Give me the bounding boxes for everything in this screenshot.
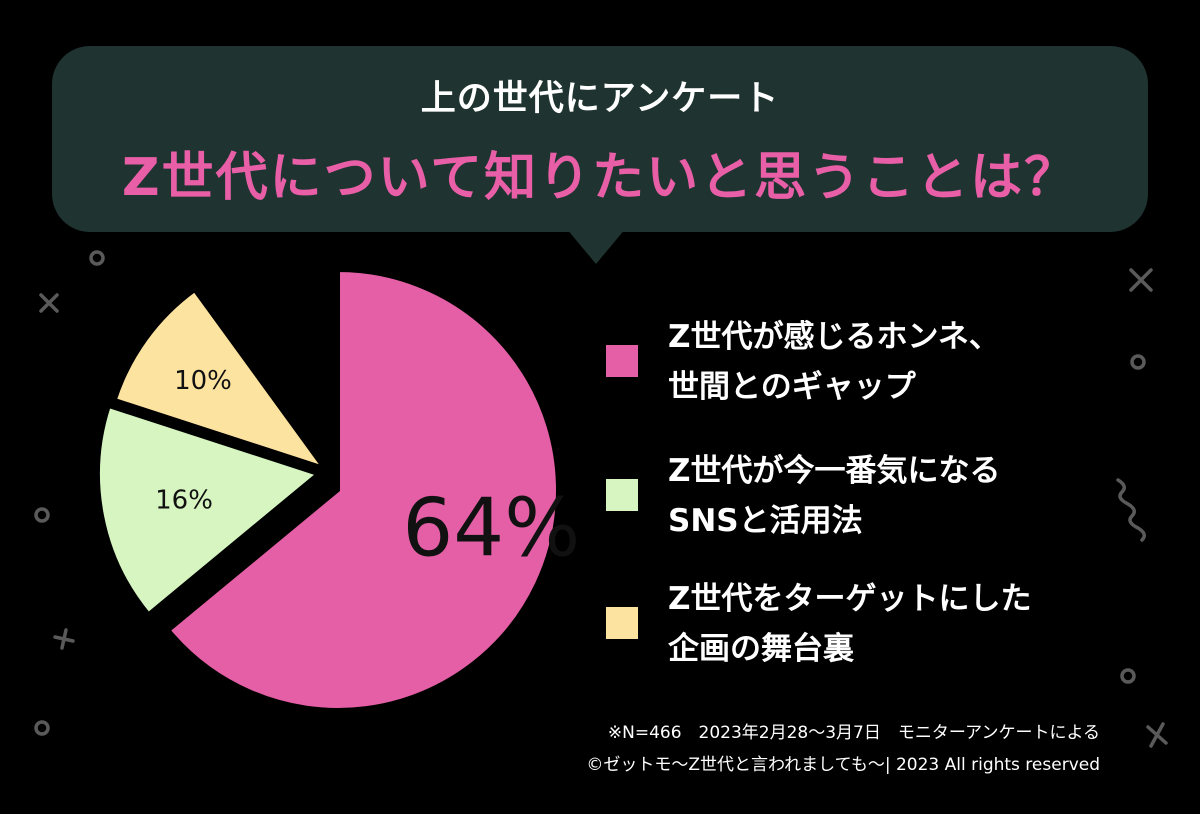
speech-bubble	[52, 46, 1148, 232]
legend-label: Z世代が感じるホンネ、 世間とのギャップ	[668, 319, 1000, 405]
pie-slice-sns	[96, 403, 323, 618]
decor-cross-icon	[39, 293, 59, 313]
pie-data-label: 10%	[174, 366, 232, 396]
legend-label: Z世代をターゲットにした 企画の舞台裏	[668, 581, 1032, 667]
decor-circle-icon	[1130, 354, 1146, 370]
legend-swatch-yellow	[606, 607, 638, 639]
speech-bubble-tail	[566, 228, 626, 264]
legend-label: Z世代が今一番気になる SNSと活用法	[668, 453, 1001, 539]
pie-slice-honne	[165, 267, 560, 712]
question-title: Z世代について知りたいと思うことは？	[121, 148, 1079, 208]
survey-note: ※N=466 2023年2月28～3月7日 モニターアンケートによる	[607, 723, 1100, 743]
decor-cross-icon	[1129, 268, 1153, 292]
decor-cross-icon	[1146, 722, 1168, 748]
legend-swatch-pink	[606, 345, 638, 377]
legend-swatch-green	[606, 479, 638, 511]
copyright: ©ゼットモ～Z世代と言われましても～| 2023 All rights rese…	[586, 755, 1100, 775]
decor-wave-icon	[1116, 478, 1146, 542]
decor-circle-icon	[34, 720, 50, 736]
pie-slice-kikaku	[112, 287, 330, 472]
decor-circle-icon	[89, 250, 105, 266]
decorations	[34, 250, 1168, 748]
decor-circle-icon	[1120, 668, 1136, 684]
decor-cross-icon	[53, 628, 75, 650]
pie-data-label: 16%	[155, 486, 213, 516]
pie-data-label: 64%	[402, 481, 580, 574]
decor-circle-icon	[34, 507, 50, 523]
survey-title: 上の世代にアンケート	[420, 79, 780, 119]
